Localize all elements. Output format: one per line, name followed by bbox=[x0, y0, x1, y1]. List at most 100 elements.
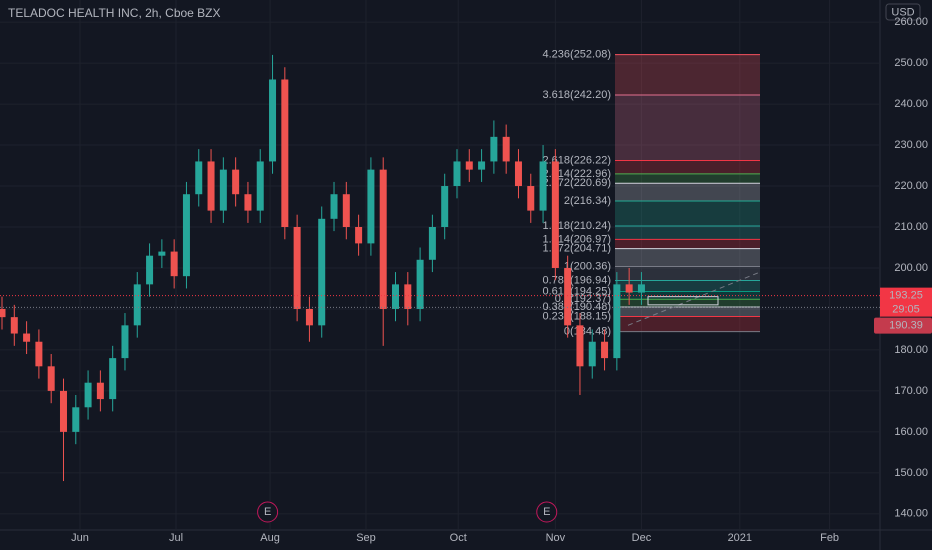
last-price-label: 193.25 bbox=[889, 290, 923, 302]
currency: USD bbox=[891, 6, 914, 18]
x-tick-label: Dec bbox=[632, 532, 652, 544]
candle-body bbox=[256, 161, 264, 211]
x-tick-label: Jul bbox=[169, 532, 183, 544]
earnings-label: E bbox=[543, 506, 550, 518]
fib-band bbox=[615, 306, 760, 317]
candle-body bbox=[269, 79, 277, 162]
fib-band bbox=[615, 299, 760, 307]
candle-body bbox=[453, 161, 461, 187]
candle-body bbox=[514, 161, 522, 187]
candle-body bbox=[379, 169, 387, 309]
candle-body bbox=[219, 169, 227, 211]
candle-body bbox=[588, 341, 596, 367]
fib-label: 1.618(210.24) bbox=[543, 220, 612, 232]
fib-label: 3.618(242.20) bbox=[543, 89, 612, 101]
fib-label: 2(216.34) bbox=[564, 195, 611, 207]
candle-body bbox=[539, 161, 547, 211]
candle-body bbox=[158, 251, 166, 256]
x-tick-label: Jun bbox=[71, 532, 89, 544]
fib-band bbox=[615, 95, 760, 161]
x-tick-label: Sep bbox=[356, 532, 376, 544]
candle-body bbox=[601, 341, 609, 359]
last-price-badge bbox=[880, 287, 932, 317]
candle-body bbox=[232, 169, 240, 195]
candle-body bbox=[441, 186, 449, 228]
y-tick-label: 250.00 bbox=[894, 57, 928, 69]
candle-body bbox=[47, 366, 55, 391]
candle-body bbox=[305, 308, 313, 326]
x-tick-label: Oct bbox=[450, 532, 467, 544]
y-tick-label: 210.00 bbox=[894, 221, 928, 233]
fib-band bbox=[615, 266, 760, 281]
candle-body bbox=[613, 284, 621, 359]
fib-band bbox=[615, 239, 760, 249]
y-tick-label: 150.00 bbox=[894, 467, 928, 479]
candle-body bbox=[502, 136, 510, 162]
y-tick-label: 220.00 bbox=[894, 180, 928, 192]
candle-body bbox=[59, 390, 67, 432]
x-tick-label: 2021 bbox=[728, 532, 752, 544]
fib-label: 0.618(194.25) bbox=[543, 285, 612, 297]
x-tick-label: Aug bbox=[260, 532, 280, 544]
fib-label: 0.786(196.94) bbox=[543, 274, 612, 286]
candle-body bbox=[367, 169, 375, 244]
candle-body bbox=[96, 382, 104, 400]
candle-body bbox=[72, 407, 80, 432]
fib-band bbox=[615, 226, 760, 240]
y-tick-label: 160.00 bbox=[894, 426, 928, 438]
candle-body bbox=[35, 341, 43, 367]
grid bbox=[0, 0, 880, 530]
fib-label: 1.414(206.97) bbox=[543, 233, 612, 245]
x-tick-label: Nov bbox=[546, 532, 566, 544]
candle-body bbox=[0, 308, 6, 318]
candle-body bbox=[146, 255, 154, 285]
fib-band bbox=[615, 183, 760, 202]
trend-line bbox=[627, 271, 761, 326]
candle-body bbox=[392, 284, 400, 309]
fib-band bbox=[615, 248, 760, 267]
fib-band bbox=[615, 316, 760, 332]
candle-body bbox=[416, 259, 424, 309]
countdown: 29:05 bbox=[892, 304, 920, 316]
candle-body bbox=[121, 325, 129, 359]
fib-retracement: 4.236(252.08) 3.618(242.20) 2.618(226.22) 2… bbox=[543, 48, 760, 337]
y-tick-label: 180.00 bbox=[894, 344, 928, 356]
candle-body bbox=[465, 161, 473, 170]
fib-band bbox=[615, 280, 760, 292]
candle-body bbox=[355, 227, 363, 244]
candle-body bbox=[625, 284, 633, 293]
y-tick-label: 170.00 bbox=[894, 385, 928, 397]
earnings-marker bbox=[257, 501, 279, 523]
fib-label: 1(200.36) bbox=[564, 260, 611, 272]
candle-body bbox=[207, 161, 215, 211]
candle-body bbox=[490, 136, 498, 162]
fib-label: 2.272(220.69) bbox=[543, 177, 612, 189]
candle-body bbox=[23, 333, 31, 342]
chart-title: TELADOC HEALTH INC, 2h, Cboe BZX bbox=[8, 6, 221, 20]
earnings-label: E bbox=[264, 506, 271, 518]
currency-box[interactable] bbox=[885, 3, 921, 21]
candle-body bbox=[330, 194, 338, 219]
fib-label: 2.618(226.22) bbox=[543, 154, 612, 166]
y-tick-label: 260.00 bbox=[894, 16, 928, 28]
prev-price-badge bbox=[874, 317, 932, 334]
candle-body bbox=[293, 227, 301, 309]
y-tick-label: 140.00 bbox=[894, 508, 928, 520]
candle-body bbox=[576, 325, 584, 367]
y-tick-label: 230.00 bbox=[894, 139, 928, 151]
fib-label: 4.236(252.08) bbox=[543, 48, 612, 60]
candle-body bbox=[342, 194, 350, 228]
candle-body bbox=[109, 358, 117, 400]
candle-body bbox=[637, 284, 645, 293]
fib-label: 0(184.48) bbox=[564, 325, 611, 337]
fib-label: 2.414(222.96) bbox=[543, 168, 612, 180]
candle-body bbox=[195, 161, 203, 195]
candle-body bbox=[404, 284, 412, 309]
y-tick-label: 200.00 bbox=[894, 262, 928, 274]
candle-body bbox=[84, 382, 92, 408]
fib-label: 1.272(204.71) bbox=[543, 243, 612, 255]
